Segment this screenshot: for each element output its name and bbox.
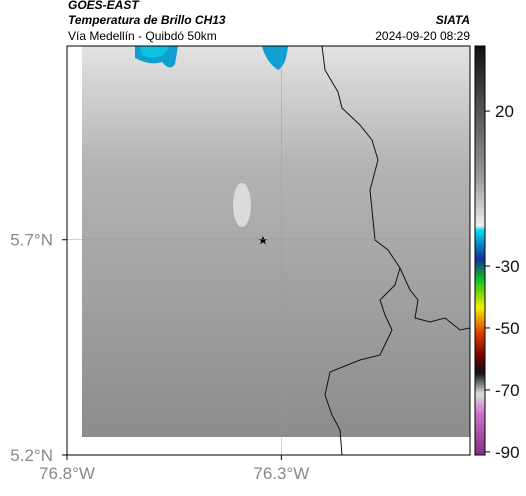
title: GOES-EAST xyxy=(68,0,140,12)
colorbar-tick-label: -70 xyxy=(495,381,520,400)
y-tick-label: 5.7°N xyxy=(10,231,53,250)
route: Vía Medellín - Quibdó 50km xyxy=(68,29,217,43)
border-line xyxy=(321,46,401,455)
colorbar-tick-label: -90 xyxy=(495,443,520,462)
timestamp: 2024-09-20 08:29 xyxy=(375,29,470,43)
colorbar-tick-label: 20 xyxy=(495,102,514,121)
map-frame xyxy=(66,45,471,456)
cloud xyxy=(233,183,251,227)
brightness-field xyxy=(82,46,470,437)
subtitle: Temperatura de Brillo CH13 xyxy=(68,13,226,27)
colorbar-tick-label: -50 xyxy=(495,319,520,338)
source: SIATA xyxy=(436,13,470,27)
x-tick-label: 76.8°W xyxy=(39,464,95,483)
location-star xyxy=(258,236,268,245)
y-tick-label: 5.2°N xyxy=(10,446,53,465)
colorbar-tick-label: -30 xyxy=(495,257,520,276)
cold-top xyxy=(140,46,170,58)
map-image xyxy=(82,46,470,455)
colorbar xyxy=(474,45,486,456)
border-line xyxy=(399,267,470,331)
x-tick-label: 76.3°W xyxy=(253,464,309,483)
